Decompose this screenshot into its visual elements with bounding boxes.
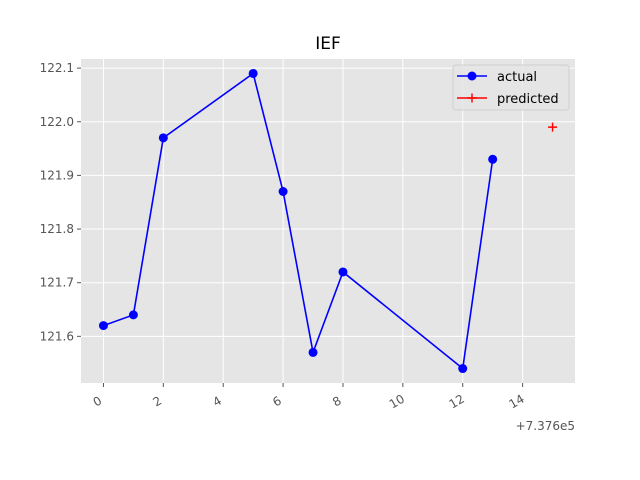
x-tick-label: 2: [151, 394, 165, 410]
actual-point: [248, 68, 258, 78]
y-tick-label: 121.6: [40, 329, 74, 343]
y-tick-label: 121.7: [40, 276, 74, 290]
legend-marker-actual: [467, 71, 477, 81]
legend-label-actual: actual: [497, 70, 537, 85]
legend-marker-predicted: [467, 93, 477, 103]
actual-point: [128, 310, 138, 320]
x-tick-label: 10: [387, 392, 407, 412]
x-tick-label: 4: [210, 394, 224, 410]
actual-point: [338, 267, 348, 277]
x-tick-label: 8: [330, 394, 344, 410]
legend-label-predicted: predicted: [497, 92, 559, 107]
legend: actual predicted: [452, 64, 570, 111]
actual-point: [308, 347, 318, 357]
actual-point: [488, 154, 498, 164]
predicted-point: [548, 122, 558, 132]
y-tick-label: 121.8: [40, 222, 74, 236]
series-layer: [98, 68, 558, 374]
actual-point: [278, 186, 288, 196]
x-tick-label: 0: [91, 394, 105, 410]
y-tick-label: 121.9: [40, 168, 74, 182]
actual-point: [458, 364, 468, 374]
actual-point: [158, 133, 168, 143]
y-tick-label: 122.1: [40, 61, 74, 75]
grid: [81, 59, 575, 383]
actual-point: [98, 321, 108, 331]
x-tick-label: 6: [270, 394, 284, 410]
y-tick-label: 122.0: [40, 115, 74, 129]
x-tick-label: 14: [506, 392, 526, 412]
chart-title: IEF: [315, 34, 341, 54]
x-offset-label: +7.376e5: [516, 419, 575, 433]
x-tick-label: 12: [447, 392, 467, 412]
